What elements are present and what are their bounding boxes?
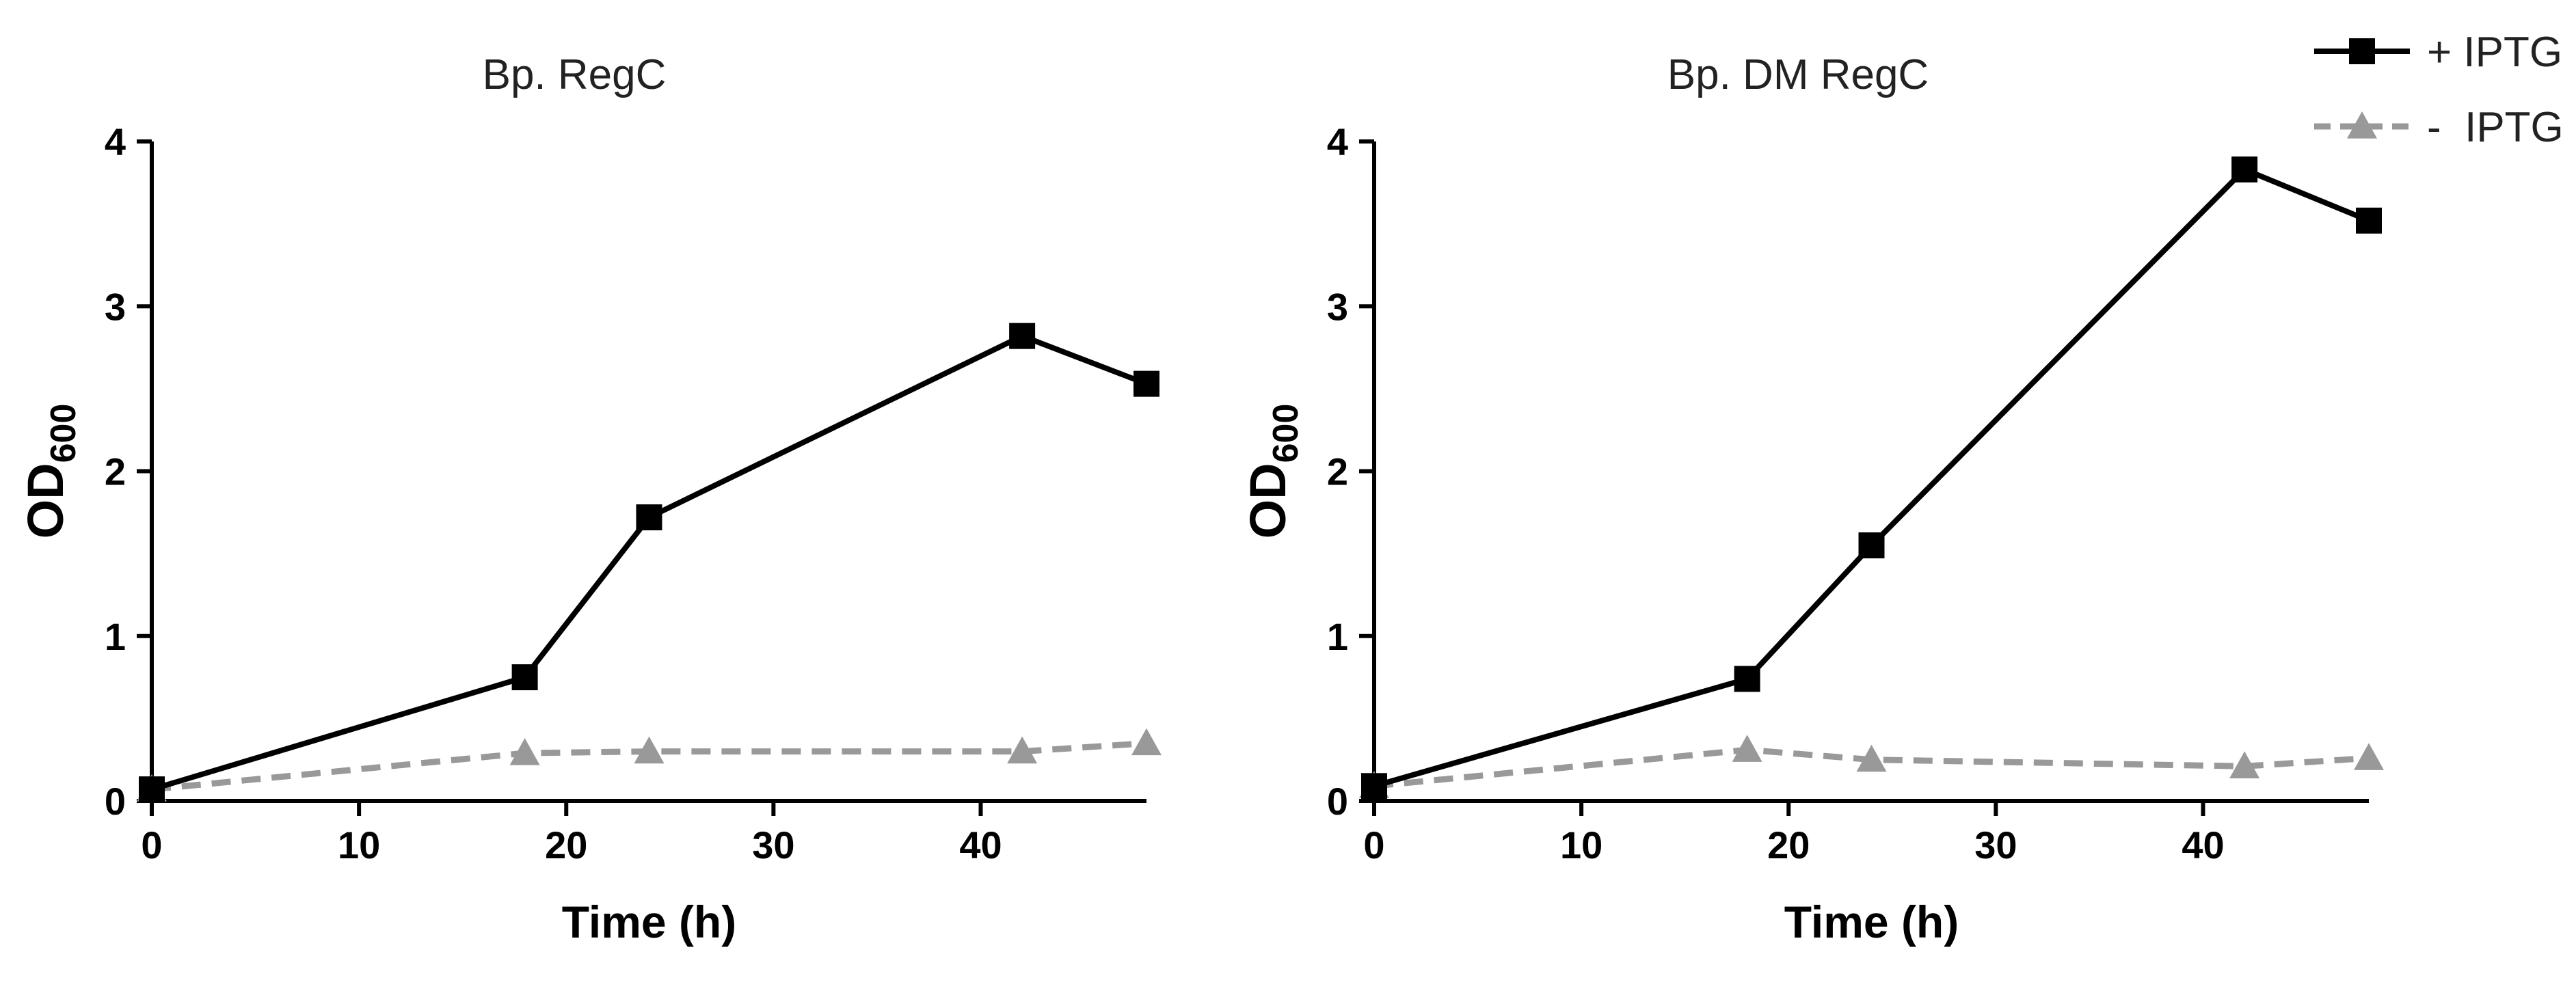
data-point-minus-iptg bbox=[1131, 728, 1162, 756]
data-point-minus-iptg bbox=[2229, 751, 2260, 778]
y-axis-label-subscript: 600 bbox=[44, 404, 83, 463]
x-axis-label: Time (h) bbox=[562, 897, 736, 947]
y-tick-label: 0 bbox=[1327, 780, 1348, 823]
series-line-plus-iptg bbox=[1373, 167, 2370, 789]
legend: + IPTG - IPTG bbox=[2314, 29, 2564, 151]
x-tick-label: 10 bbox=[1560, 823, 1602, 867]
y-axis-label: OD600 bbox=[1239, 404, 1306, 539]
x-tick-label: 0 bbox=[141, 823, 162, 867]
data-point-plus-iptg bbox=[636, 504, 662, 531]
y-tick-label: 1 bbox=[1327, 615, 1348, 658]
x-tick-label: 40 bbox=[2182, 823, 2224, 867]
y-tick-label: 3 bbox=[1327, 285, 1348, 328]
y-tick-label: 2 bbox=[1327, 450, 1348, 493]
y-axis-label: OD600 bbox=[17, 404, 83, 539]
series-line-plus-iptg bbox=[150, 333, 1148, 792]
y-tick-label: 4 bbox=[1327, 120, 1348, 163]
x-tick-label: 20 bbox=[1767, 823, 1810, 867]
x-tick-label: 10 bbox=[338, 823, 380, 867]
data-point-plus-iptg bbox=[139, 776, 165, 803]
legend-label: + IPTG bbox=[2427, 29, 2562, 76]
data-point-minus-iptg bbox=[634, 736, 665, 764]
y-axis-label-subscript: 600 bbox=[1266, 404, 1306, 463]
data-point-minus-iptg bbox=[1732, 735, 1762, 762]
x-tick-label: 40 bbox=[959, 823, 1002, 867]
y-tick-label: 3 bbox=[105, 285, 126, 328]
data-point-minus-iptg bbox=[1007, 736, 1038, 764]
data-point-minus-iptg bbox=[509, 738, 540, 765]
x-tick-label: 30 bbox=[752, 823, 794, 867]
data-point-plus-iptg bbox=[1133, 370, 1159, 397]
data-point-minus-iptg bbox=[2354, 743, 2384, 770]
data-point-plus-iptg bbox=[1734, 666, 1760, 692]
chart-title: Bp. RegC bbox=[483, 51, 667, 98]
data-point-plus-iptg bbox=[2356, 207, 2382, 234]
data-point-plus-iptg bbox=[1361, 773, 1387, 800]
data-point-minus-iptg bbox=[1856, 744, 1887, 772]
y-tick-label: 1 bbox=[105, 615, 126, 658]
y-tick-label: 2 bbox=[105, 450, 126, 493]
x-tick-label: 30 bbox=[1974, 823, 2017, 867]
chart-title: Bp. DM RegC bbox=[1667, 51, 1929, 98]
data-point-plus-iptg bbox=[511, 664, 538, 691]
legend-label: - IPTG bbox=[2427, 104, 2564, 151]
x-tick-label: 20 bbox=[545, 823, 587, 867]
legend-marker bbox=[2347, 111, 2377, 139]
legend-marker bbox=[2349, 38, 2375, 64]
y-tick-label: 0 bbox=[105, 780, 126, 823]
data-point-plus-iptg bbox=[2231, 156, 2258, 183]
y-tick-label: 4 bbox=[105, 120, 126, 163]
y-axis-label-main: OD bbox=[1239, 463, 1296, 538]
data-point-plus-iptg bbox=[1858, 532, 1885, 559]
x-axis-label: Time (h) bbox=[1784, 897, 1959, 947]
y-axis-label-main: OD bbox=[17, 463, 74, 538]
x-tick-label: 0 bbox=[1363, 823, 1384, 867]
data-point-plus-iptg bbox=[1009, 323, 1036, 349]
